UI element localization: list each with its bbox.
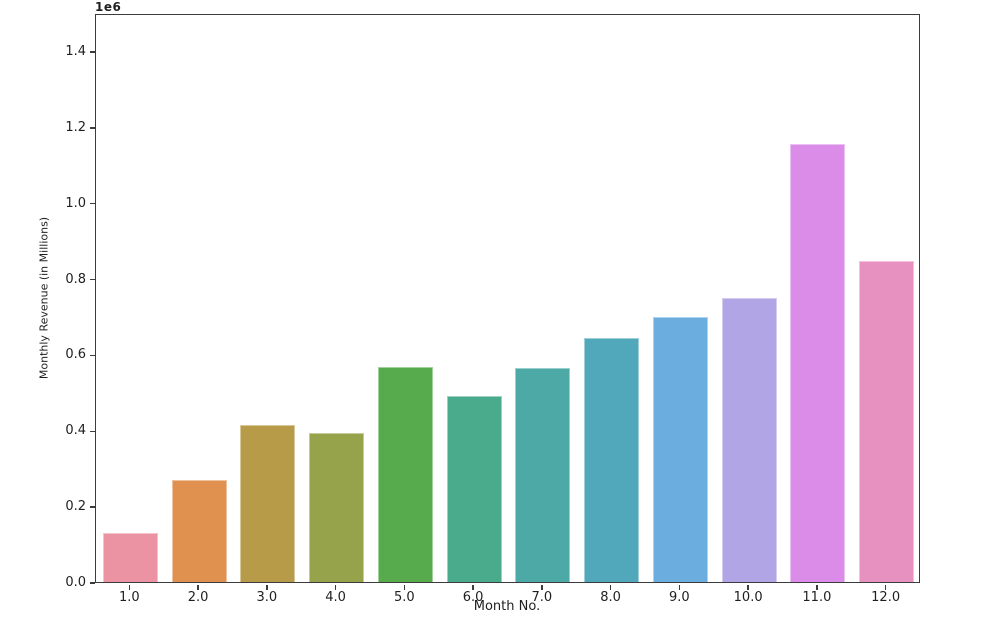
bar-month-6.0 xyxy=(446,396,502,582)
y-tick-label: 1.4 xyxy=(65,43,86,59)
x-tick-label: 3.0 xyxy=(256,590,278,605)
bar-month-7.0 xyxy=(515,367,571,582)
x-tick-mark xyxy=(472,584,474,590)
bar-month-5.0 xyxy=(377,367,433,582)
bar-month-12.0 xyxy=(859,261,915,582)
y-tick-label: 0.2 xyxy=(65,499,86,515)
x-tick-label: 6.0 xyxy=(462,590,484,605)
y-axis-offset-label: 1e6 xyxy=(95,0,122,14)
y-tick-mark xyxy=(90,354,95,357)
bar-month-3.0 xyxy=(240,425,296,582)
y-tick-label: 0.8 xyxy=(65,271,86,287)
x-tick-label: 2.0 xyxy=(187,590,209,605)
x-tick-mark xyxy=(197,584,199,590)
plot-area xyxy=(95,14,920,583)
x-tick-mark xyxy=(609,584,612,590)
bar-month-9.0 xyxy=(652,317,708,582)
x-tick-label: 8.0 xyxy=(600,590,621,605)
y-tick-mark xyxy=(90,506,95,508)
y-tick-mark xyxy=(90,127,95,129)
y-tick-mark xyxy=(90,278,95,281)
x-tick-label: 7.0 xyxy=(531,590,553,605)
x-tick-mark xyxy=(128,584,131,590)
y-tick-mark xyxy=(90,51,95,53)
x-tick-mark xyxy=(747,584,749,590)
x-tick-label: 5.0 xyxy=(394,590,415,605)
x-tick-mark xyxy=(884,584,887,590)
x-axis-label: Month No. xyxy=(473,599,541,614)
y-tick-label: 1.0 xyxy=(65,195,86,211)
x-tick-label: 9.0 xyxy=(669,590,690,605)
y-tick-label: 1.2 xyxy=(65,119,86,135)
y-tick-label: 0.0 xyxy=(65,575,86,590)
x-tick-mark xyxy=(266,584,268,590)
x-tick-label: 11.0 xyxy=(802,590,832,605)
bar-month-2.0 xyxy=(171,479,227,582)
y-tick-mark xyxy=(90,582,95,584)
y-tick-mark xyxy=(90,430,95,433)
x-tick-mark xyxy=(334,584,337,590)
x-tick-label: 12.0 xyxy=(871,590,901,605)
x-tick-mark xyxy=(403,584,406,590)
y-tick-mark xyxy=(90,202,95,205)
y-tick-label: 0.6 xyxy=(65,347,86,363)
x-tick-label: 10.0 xyxy=(733,590,763,605)
bar-month-4.0 xyxy=(309,432,365,582)
x-tick-label: 1.0 xyxy=(119,590,140,605)
x-tick-mark xyxy=(678,584,681,590)
y-tick-label: 0.4 xyxy=(65,423,86,439)
bar-month-8.0 xyxy=(584,338,640,582)
y-axis-label: Monthly Revenue (in Millions) xyxy=(37,216,51,380)
bar-month-11.0 xyxy=(790,143,846,582)
bar-month-10.0 xyxy=(721,297,777,582)
x-tick-mark xyxy=(541,584,543,590)
x-tick-mark xyxy=(816,584,818,590)
bar-month-1.0 xyxy=(102,532,158,582)
x-tick-label: 4.0 xyxy=(325,590,346,605)
